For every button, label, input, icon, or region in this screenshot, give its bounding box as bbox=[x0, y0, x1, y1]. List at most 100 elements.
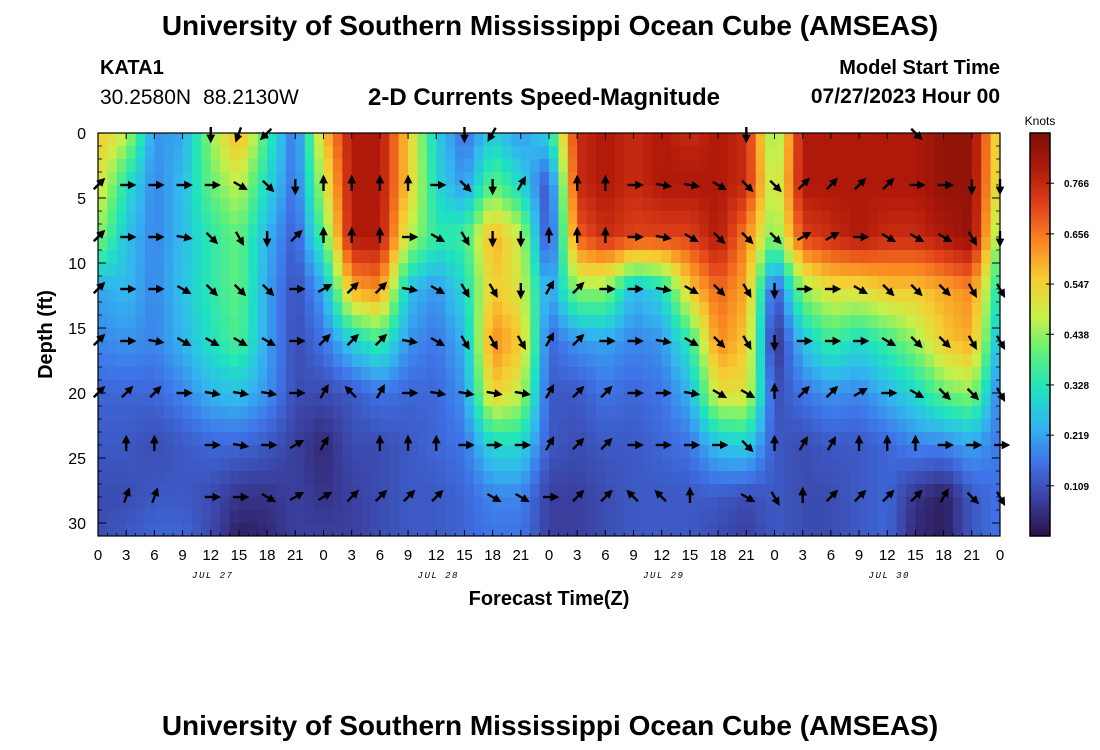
heatmap-cell bbox=[971, 172, 982, 186]
heatmap-cell bbox=[173, 484, 184, 498]
heatmap-cell bbox=[389, 263, 400, 277]
heatmap-cell bbox=[736, 172, 747, 186]
heatmap-cell bbox=[426, 445, 437, 459]
heatmap-cell bbox=[567, 289, 578, 303]
heatmap-cell bbox=[689, 224, 700, 238]
heatmap-cell bbox=[736, 432, 747, 446]
heatmap-cell bbox=[182, 406, 193, 420]
current-vector-arrow bbox=[655, 233, 672, 242]
heatmap-cell bbox=[201, 458, 212, 472]
heatmap-cell bbox=[793, 211, 804, 225]
heatmap-cell bbox=[877, 406, 888, 420]
heatmap-cell bbox=[539, 510, 550, 524]
current-vector-arrow bbox=[149, 385, 162, 399]
heatmap-cell bbox=[361, 406, 372, 420]
heatmap-cell bbox=[868, 432, 879, 446]
heatmap-cell bbox=[530, 328, 541, 342]
heatmap-cell bbox=[229, 250, 240, 264]
heatmap-cell bbox=[859, 263, 870, 277]
heatmap-cell bbox=[934, 328, 945, 342]
heatmap-cell bbox=[426, 328, 437, 342]
heatmap-cell bbox=[981, 393, 992, 407]
heatmap-cell bbox=[624, 302, 635, 316]
heatmap-cell bbox=[126, 289, 137, 303]
heatmap-cell bbox=[633, 211, 644, 225]
heatmap-cell bbox=[708, 250, 719, 264]
heatmap-cell bbox=[736, 263, 747, 277]
heatmap-cell bbox=[398, 315, 409, 329]
heatmap-cell bbox=[727, 393, 738, 407]
heatmap-cell bbox=[220, 172, 231, 186]
heatmap-cell bbox=[727, 419, 738, 433]
current-vector-arrow bbox=[712, 180, 728, 191]
heatmap-cell bbox=[595, 302, 606, 316]
heatmap-cell bbox=[633, 354, 644, 368]
heatmap-cell bbox=[126, 484, 137, 498]
heatmap-cell bbox=[567, 146, 578, 160]
heatmap-cell bbox=[473, 250, 484, 264]
heatmap-cell bbox=[830, 497, 841, 511]
current-vector-arrow bbox=[430, 336, 446, 347]
heatmap-cell bbox=[896, 289, 907, 303]
heatmap-cell bbox=[455, 341, 466, 355]
heatmap-cell bbox=[483, 341, 494, 355]
heatmap-cell bbox=[783, 224, 794, 238]
heatmap-cell bbox=[135, 302, 146, 316]
heatmap-cell bbox=[981, 419, 992, 433]
heatmap-cell bbox=[812, 198, 823, 212]
heatmap-cell bbox=[539, 172, 550, 186]
heatmap-cell bbox=[191, 354, 202, 368]
heatmap-cell bbox=[633, 341, 644, 355]
heatmap-cell bbox=[680, 250, 691, 264]
heatmap-cell bbox=[220, 224, 231, 238]
heatmap-cell bbox=[511, 185, 522, 199]
heatmap-cell bbox=[802, 224, 813, 238]
heatmap-cell bbox=[389, 211, 400, 225]
heatmap-cell bbox=[868, 159, 879, 173]
heatmap-cell bbox=[680, 380, 691, 394]
heatmap-cell bbox=[642, 419, 653, 433]
heatmap-cell bbox=[783, 263, 794, 277]
heatmap-cell bbox=[689, 198, 700, 212]
heatmap-cell bbox=[699, 471, 710, 485]
heatmap-cell bbox=[821, 432, 832, 446]
heatmap-cell bbox=[248, 146, 259, 160]
heatmap-cell bbox=[191, 523, 202, 536]
heatmap-cell bbox=[887, 419, 898, 433]
heatmap-cell bbox=[774, 484, 785, 498]
heatmap-cell bbox=[379, 497, 390, 511]
heatmap-cell bbox=[154, 341, 165, 355]
heatmap-cell bbox=[248, 497, 259, 511]
heatmap-cell bbox=[248, 380, 259, 394]
heatmap-cell bbox=[445, 393, 456, 407]
heatmap-cell bbox=[577, 224, 588, 238]
heatmap-cell bbox=[539, 211, 550, 225]
heatmap-cell bbox=[652, 172, 663, 186]
heatmap-cell bbox=[981, 224, 992, 238]
heatmap-cell bbox=[924, 263, 935, 277]
heatmap-cell bbox=[398, 302, 409, 316]
heatmap-cell bbox=[539, 497, 550, 511]
heatmap-cell bbox=[549, 341, 559, 355]
heatmap-cell bbox=[802, 523, 813, 536]
date-label: JUL 30 bbox=[869, 571, 910, 581]
heatmap-cell bbox=[483, 211, 494, 225]
heatmap-cell bbox=[718, 302, 729, 316]
heatmap-cell bbox=[633, 432, 644, 446]
current-vector-arrow bbox=[713, 335, 726, 349]
heatmap-cell bbox=[351, 523, 362, 536]
heatmap-cell bbox=[595, 380, 606, 394]
current-vector-arrow bbox=[346, 281, 359, 295]
heatmap-cell bbox=[812, 159, 823, 173]
heatmap-cell bbox=[558, 302, 569, 316]
heatmap-cell bbox=[455, 471, 466, 485]
heatmap-cell bbox=[426, 406, 437, 420]
heatmap-cell bbox=[210, 406, 221, 420]
heatmap-cell bbox=[276, 276, 287, 290]
plot-axes: 0 3 6 9 12 15 18 21 0 3 6 9 12 15 18 21 0 3 6 9 12 15 18 21 0 3 6 9… bbox=[35, 126, 1004, 610]
heatmap-cell bbox=[953, 276, 964, 290]
heatmap-cell bbox=[126, 341, 137, 355]
heatmap-cell bbox=[229, 497, 240, 511]
heatmap-cell bbox=[464, 328, 475, 342]
heatmap-cell bbox=[332, 484, 343, 498]
